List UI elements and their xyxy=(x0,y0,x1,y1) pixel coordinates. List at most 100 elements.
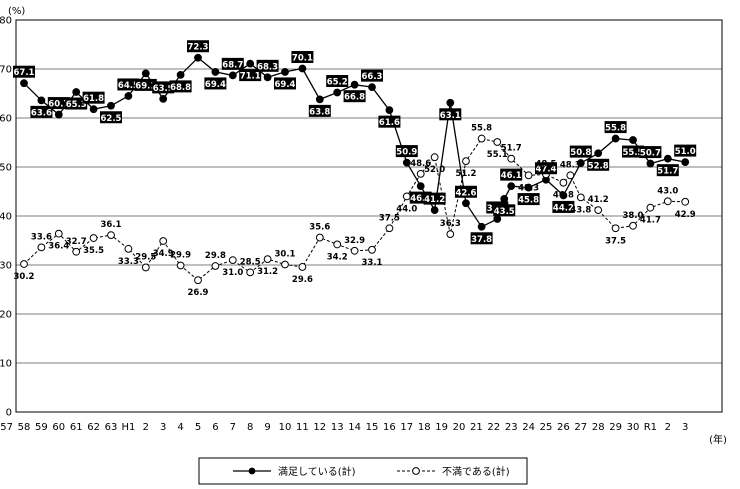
x-tick-label: 17 xyxy=(400,422,413,433)
data-point xyxy=(559,191,568,200)
data-point xyxy=(507,154,516,163)
data-point xyxy=(333,240,342,249)
data-point xyxy=(663,197,672,206)
data-label: 28.5 xyxy=(240,257,261,267)
data-label: 67.1 xyxy=(14,68,35,78)
x-tick-label: 2 xyxy=(143,422,149,433)
data-label: 55.5 xyxy=(623,148,644,158)
data-label: 65.2 xyxy=(327,78,348,88)
data-point xyxy=(315,95,324,104)
y-tick-label: 20 xyxy=(0,310,12,321)
data-label-bg xyxy=(656,164,679,177)
data-label: 32.9 xyxy=(344,236,365,246)
data-point xyxy=(141,69,150,78)
x-tick-label: 21 xyxy=(470,422,483,433)
data-label-bg xyxy=(187,40,209,53)
data-point xyxy=(89,105,98,114)
data-point xyxy=(524,183,533,192)
data-point xyxy=(176,70,185,79)
data-point xyxy=(89,234,98,242)
data-label-bg xyxy=(274,77,296,90)
data-point xyxy=(500,194,509,203)
data-point xyxy=(368,83,376,92)
data-label: 65.3 xyxy=(66,100,87,110)
data-label-bg xyxy=(291,51,314,64)
data-label: 37.8 xyxy=(471,235,492,245)
data-label-bg xyxy=(169,80,192,93)
data-point xyxy=(430,206,439,215)
data-point xyxy=(333,88,342,97)
y-tick-label: 30 xyxy=(0,261,12,272)
data-label-bg xyxy=(552,200,575,213)
data-label: 50.9 xyxy=(396,148,417,158)
x-tick-label: 3 xyxy=(160,422,166,433)
data-label: 68.3 xyxy=(257,62,278,72)
data-label: 46.1 xyxy=(501,171,522,181)
x-tick-label: 30 xyxy=(627,422,640,433)
data-label: 55.1 xyxy=(487,150,508,160)
data-point xyxy=(37,243,46,252)
data-point xyxy=(477,134,486,143)
data-label-bg xyxy=(343,90,366,103)
data-label: 46.1 xyxy=(410,194,431,204)
x-tick-label: 20 xyxy=(453,422,466,433)
data-label: 51.7 xyxy=(657,167,678,177)
data-label: 34.2 xyxy=(327,252,348,262)
y-unit-label: (%) xyxy=(8,6,25,17)
data-label: 29.5 xyxy=(135,252,156,262)
x-tick-label: 27 xyxy=(574,422,587,433)
x-tick-label: 62 xyxy=(87,422,100,433)
data-point xyxy=(298,263,307,271)
data-label: 43.8 xyxy=(570,205,591,215)
data-label-bg xyxy=(13,65,35,78)
data-point xyxy=(681,197,690,206)
data-point xyxy=(54,110,63,119)
data-label-bg xyxy=(47,97,70,110)
data-label-bg xyxy=(82,91,105,104)
data-point xyxy=(385,106,394,115)
data-label: 61.6 xyxy=(379,118,400,128)
data-point xyxy=(611,134,620,143)
data-label: 50.8 xyxy=(570,148,591,158)
data-point xyxy=(194,53,202,62)
y-tick-label: 80 xyxy=(0,16,12,27)
x-tick-label: 63 xyxy=(105,422,118,433)
data-label-bg xyxy=(204,77,227,90)
data-point xyxy=(159,237,168,245)
data-point xyxy=(493,138,502,146)
x-tick-label: 59 xyxy=(35,422,48,433)
x-tick-label: 25 xyxy=(540,422,553,433)
data-point xyxy=(430,153,439,162)
data-label: 55.8 xyxy=(471,124,492,134)
data-label-bg xyxy=(470,232,493,245)
x-tick-label: 4 xyxy=(177,422,183,433)
data-label: 47.4 xyxy=(536,165,557,175)
data-point xyxy=(611,224,620,233)
data-label-bg xyxy=(308,104,331,117)
data-label: 29.6 xyxy=(292,275,313,285)
y-tick-label: 10 xyxy=(0,359,12,370)
x-tick-label: 11 xyxy=(296,422,309,433)
data-label: 31.0 xyxy=(222,268,243,278)
data-label-bg xyxy=(569,145,592,158)
data-label: 60.7 xyxy=(48,100,69,110)
x-tick-label: 16 xyxy=(383,422,396,433)
data-label: 46.8 xyxy=(553,191,574,201)
data-point xyxy=(263,73,272,82)
data-label: 48.5 xyxy=(536,159,557,169)
data-label: 69.1 xyxy=(135,81,156,91)
data-point xyxy=(416,169,425,178)
data-point xyxy=(629,221,637,230)
data-point xyxy=(298,64,307,73)
x-tick-label: 28 xyxy=(592,422,605,433)
legend: 満足している(計) 不満である(計) xyxy=(198,457,528,485)
data-label: 30.2 xyxy=(14,272,35,282)
data-point xyxy=(72,247,81,256)
data-point xyxy=(281,260,289,269)
data-point xyxy=(228,256,237,265)
x-tick-label: 14 xyxy=(348,422,361,433)
x-tick-label: 7 xyxy=(230,422,236,433)
data-label: 52.8 xyxy=(588,161,609,171)
data-label: 68.8 xyxy=(170,83,191,93)
